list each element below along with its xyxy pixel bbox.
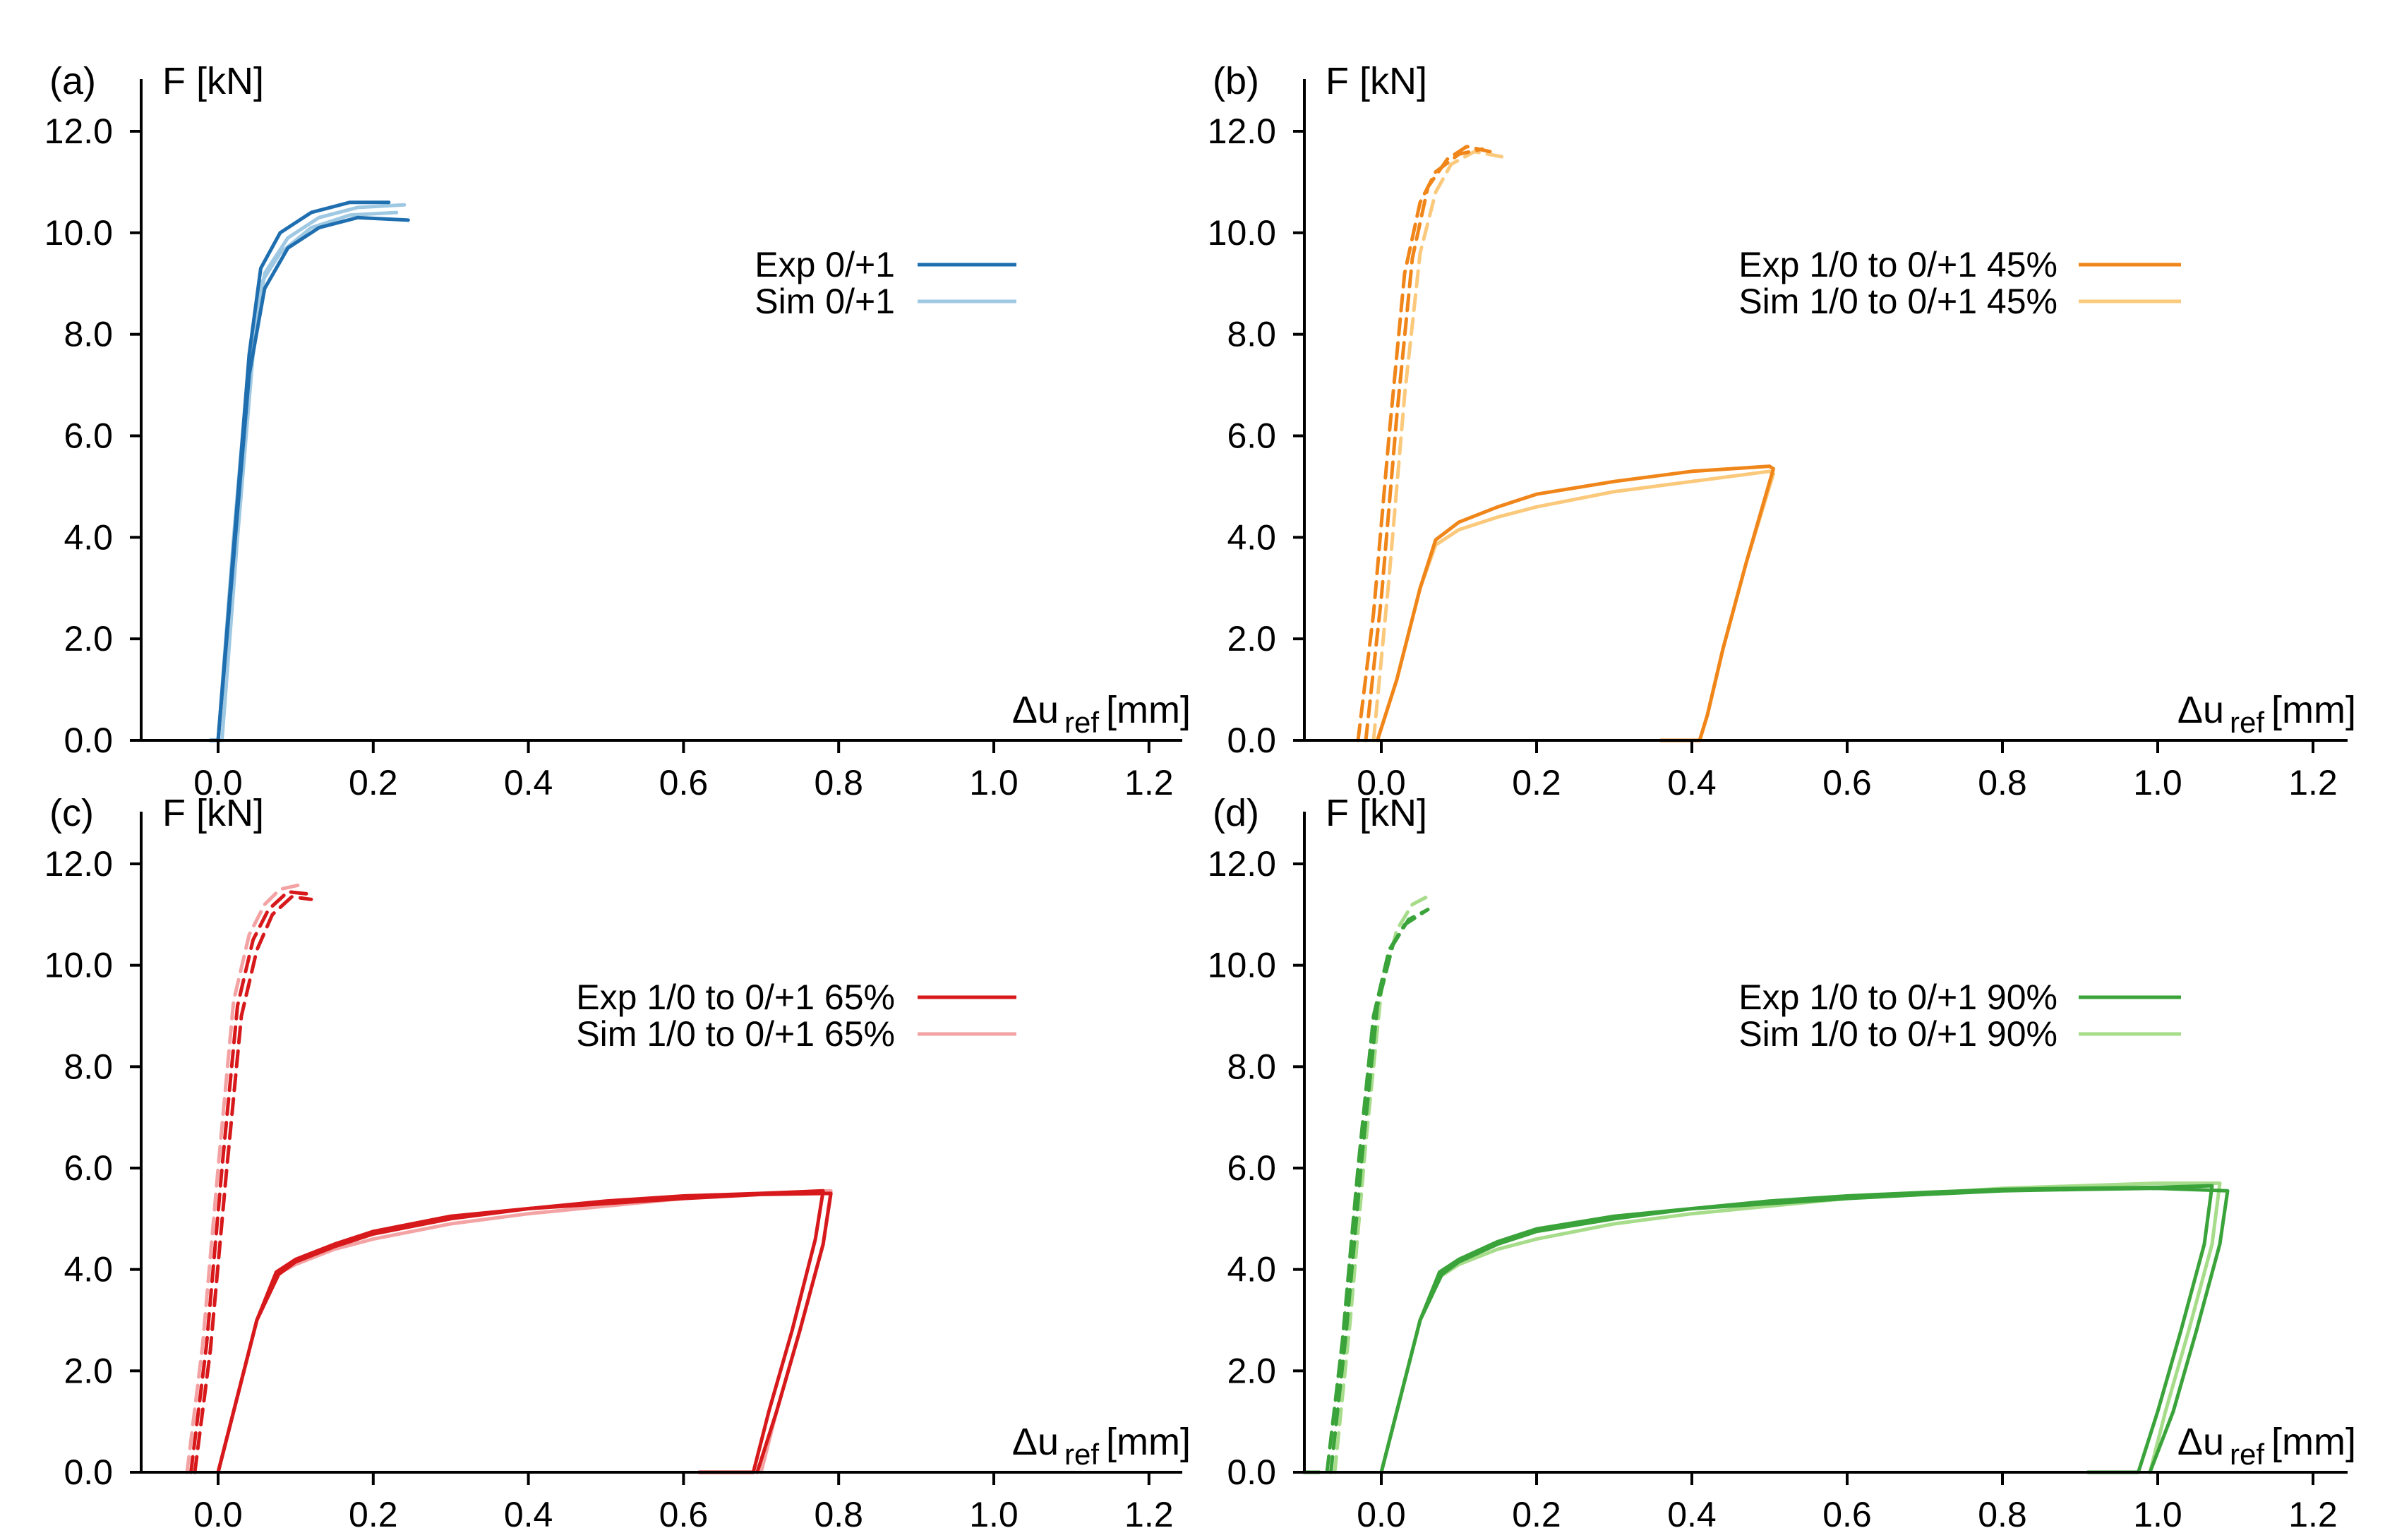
series-line [1376,469,1775,742]
panel-label: (c) [49,792,94,834]
x-tick-label: 1.2 [1124,1495,1174,1534]
x-tick-label: 0.6 [1822,1495,1872,1534]
legend-label: Exp 1/0 to 0/+1 65% [576,977,895,1017]
series-line [193,895,313,1474]
chart-panel-a: 0.0 2.0 4.0 6.0 8.0 10.0 12.0 0.0 0.2 0.4 0.6 0.8 1.… [44,60,1191,802]
series-line [208,200,391,742]
x-tick-label: 0.4 [504,1495,553,1534]
x-tick-label: 0.0 [1357,763,1406,802]
y-axis-label: F [kN] [162,60,264,102]
legend-label: Sim 1/0 to 0/+1 90% [1738,1014,2057,1054]
series-line [208,215,410,742]
x-tick-label: 0.2 [1512,1495,1561,1534]
y-tick-label: 8.0 [64,315,113,354]
y-axis-label: F [kN] [162,792,264,834]
x-tick-label: 1.2 [2288,1495,2338,1534]
y-tick-label: 4.0 [1227,517,1276,557]
series-line [216,1191,833,1474]
x-tick-label: 1.2 [1124,763,1174,802]
y-tick-label: 8.0 [64,1047,113,1086]
series-line [1356,147,1484,742]
panel-label: (b) [1213,60,1259,102]
series-line [1364,145,1492,742]
y-tick-label: 2.0 [1227,1351,1276,1390]
y-tick-label: 6.0 [64,416,113,456]
y-tick-label: 2.0 [64,1351,113,1390]
y-tick-label: 0.0 [1227,1452,1276,1492]
series-line [216,1189,833,1474]
legend-label: Exp 1/0 to 0/+1 90% [1738,977,2057,1017]
x-axis-label: Δu ref [mm] [1012,689,1191,739]
x-tick-label: 0.8 [814,763,863,802]
y-axis-label: F [kN] [1326,60,1427,102]
chart-panel-b: 0.0 2.0 4.0 6.0 8.0 10.0 12.0 0.0 0.2 0.4 0.6 0.8 1.… [1208,60,2356,802]
y-tick-label: 0.0 [1227,721,1276,760]
y-axis-label: F [kN] [1326,792,1427,834]
series-line [1379,1186,2230,1474]
x-tick-label: 1.2 [2288,763,2338,802]
x-tick-label: 0.4 [504,763,553,802]
series-line [189,890,313,1474]
y-tick-label: 8.0 [1227,315,1276,354]
x-tick-label: 1.0 [969,1495,1019,1534]
series-line [1302,908,1430,1474]
y-tick-label: 10.0 [1208,946,1276,985]
y-tick-label: 0.0 [64,721,113,760]
legend-label: Sim 0/+1 [755,282,895,321]
panel-label: (a) [49,60,96,102]
chart-panel-d: 0.0 2.0 4.0 6.0 8.0 10.0 12.0 0.0 0.2 0.4 0.6 0.8 1.… [1208,792,2356,1534]
x-tick-label: 0.6 [659,763,709,802]
x-tick-label: 0.8 [1978,1495,2027,1534]
x-tick-label: 0.8 [814,1495,863,1534]
y-tick-label: 12.0 [1208,112,1276,151]
series-line [1376,464,1775,742]
series-line [216,1189,825,1474]
series-line [1371,150,1503,742]
y-tick-label: 10.0 [44,213,113,253]
y-tick-label: 2.0 [1227,619,1276,658]
y-tick-label: 6.0 [1227,416,1276,456]
y-tick-label: 12.0 [1208,844,1276,884]
series-line [185,882,306,1474]
y-tick-label: 8.0 [1227,1047,1276,1086]
y-tick-label: 4.0 [64,517,113,557]
x-tick-label: 1.0 [969,763,1019,802]
y-tick-label: 10.0 [1208,213,1276,253]
y-tick-label: 0.0 [64,1452,113,1492]
y-tick-label: 2.0 [64,619,113,658]
x-tick-label: 0.4 [1667,763,1717,802]
chart-panel-c: 0.0 2.0 4.0 6.0 8.0 10.0 12.0 0.0 0.2 0.4 0.6 0.8 1.… [44,792,1191,1534]
legend-label: Exp 0/+1 [755,245,895,284]
legend-label: Sim 1/0 to 0/+1 65% [576,1014,895,1054]
y-tick-label: 4.0 [64,1250,113,1289]
y-tick-label: 4.0 [1227,1250,1276,1289]
x-tick-label: 0.4 [1667,1495,1717,1534]
y-tick-label: 12.0 [44,844,113,884]
series-line [212,203,407,742]
x-tick-label: 0.6 [659,1495,709,1534]
x-tick-label: 0.8 [1978,763,2027,802]
x-tick-label: 1.0 [2133,1495,2182,1534]
legend-label: Sim 1/0 to 0/+1 45% [1738,282,2057,321]
panel-label: (d) [1213,792,1259,834]
x-tick-label: 0.2 [349,1495,398,1534]
x-tick-label: 0.0 [193,763,243,802]
y-tick-label: 6.0 [1227,1148,1276,1188]
x-tick-label: 0.0 [1357,1495,1406,1534]
legend-label: Exp 1/0 to 0/+1 45% [1738,245,2057,284]
series-line [1379,1181,2222,1474]
series-line [1379,1184,2214,1474]
x-axis-label: Δu ref [mm] [2177,1421,2356,1471]
x-tick-label: 0.2 [349,763,398,802]
x-tick-label: 0.2 [1512,763,1561,802]
x-tick-label: 0.0 [193,1495,243,1534]
x-tick-label: 0.6 [1822,763,1872,802]
x-tick-label: 1.0 [2133,763,2182,802]
x-axis-label: Δu ref [mm] [2177,689,2356,739]
y-tick-label: 12.0 [44,112,113,151]
y-tick-label: 10.0 [44,946,113,985]
x-axis-label: Δu ref [mm] [1012,1421,1191,1471]
y-tick-label: 6.0 [64,1148,113,1188]
